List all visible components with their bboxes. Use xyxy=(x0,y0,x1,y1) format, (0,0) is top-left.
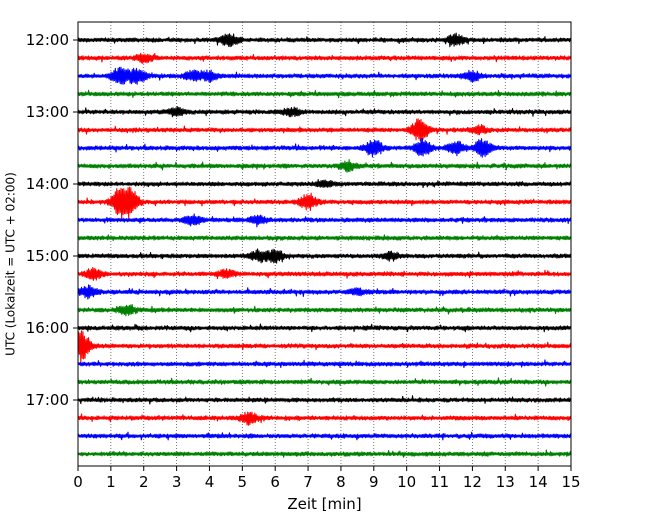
x-tick-label: 2 xyxy=(139,473,149,491)
seismic-trace xyxy=(77,186,572,221)
seismic-trace xyxy=(77,248,572,264)
seismic-trace xyxy=(77,118,572,142)
seismic-trace xyxy=(77,395,572,405)
plot-frame xyxy=(77,21,572,467)
x-tick-label: 7 xyxy=(303,473,313,491)
seismic-trace xyxy=(77,449,572,458)
seismic-trace xyxy=(77,431,572,441)
seismic-trace xyxy=(77,411,572,426)
x-tick-label: 0 xyxy=(73,473,83,491)
x-tick-label: 6 xyxy=(270,473,280,491)
seismic-trace xyxy=(77,89,572,99)
seismic-trace xyxy=(77,137,572,158)
x-axis-title: Zeit [min] xyxy=(287,495,361,513)
seismic-trace xyxy=(77,213,572,228)
seismic-trace xyxy=(77,106,572,118)
seismic-trace xyxy=(77,267,572,281)
trace-layer xyxy=(77,32,572,458)
seismic-trace xyxy=(77,359,572,369)
y-tick-label: 13:00 xyxy=(26,103,69,121)
seismic-trace xyxy=(77,179,572,189)
seismic-trace xyxy=(77,32,572,48)
seismic-trace xyxy=(77,377,572,387)
y-tick-label: 17:00 xyxy=(26,391,69,409)
seismic-trace xyxy=(77,330,572,363)
y-tick-label: 15:00 xyxy=(26,247,69,265)
grid-layer xyxy=(110,22,539,466)
seismic-trace xyxy=(77,66,572,85)
seismic-trace xyxy=(77,304,572,317)
y-tick-label: 16:00 xyxy=(26,319,69,337)
x-tick-label: 8 xyxy=(336,473,346,491)
seismic-trace xyxy=(77,52,572,64)
x-tick-label: 4 xyxy=(205,473,215,491)
x-tick-label: 5 xyxy=(238,473,248,491)
seismic-trace xyxy=(77,284,572,300)
x-tick-label: 3 xyxy=(172,473,182,491)
x-tick-label: 11 xyxy=(430,473,449,491)
x-tick-label: 9 xyxy=(369,473,379,491)
y-tick-label: 12:00 xyxy=(26,31,69,49)
axis-layer: 0 1 2 3 4 5 6 7 8 9 10 11 12 13 14 1512:0013:0014:0015:… xyxy=(26,31,581,491)
x-tick-label: 1 xyxy=(106,473,116,491)
x-tick-label: 12 xyxy=(463,473,482,491)
y-tick-label: 14:00 xyxy=(26,175,69,193)
seismic-trace xyxy=(77,159,572,173)
x-tick-label: 14 xyxy=(529,473,548,491)
x-tick-label: 13 xyxy=(496,473,515,491)
x-tick-label: 10 xyxy=(397,473,416,491)
seismic-trace xyxy=(77,323,572,333)
seismic-trace xyxy=(77,234,572,242)
x-tick-label: 15 xyxy=(561,473,580,491)
y-axis-title: UTC (Lokalzeit = UTC + 02:00) xyxy=(4,172,18,356)
